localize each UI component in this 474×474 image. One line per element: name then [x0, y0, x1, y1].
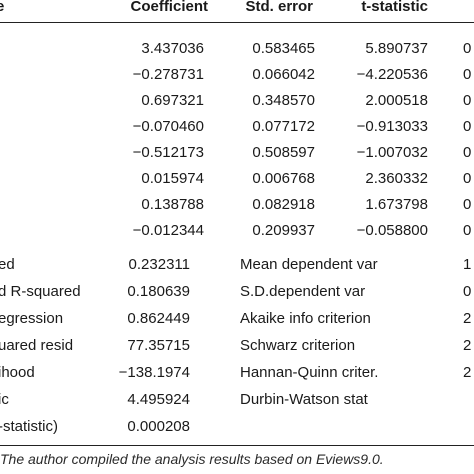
stats-row-6-value: 4.495924: [127, 391, 190, 408]
header-std-error: Std. error: [245, 0, 313, 15]
coef-row-5-std-error: 0.508597: [252, 144, 315, 161]
header-t-statistic: t-statistic: [361, 0, 428, 15]
stats-row-6-label: ic: [0, 391, 9, 408]
coef-row-2-prob: 0: [463, 66, 472, 83]
stats-row-3-stat-label: Akaike info criterion: [240, 310, 371, 327]
stats-row-2-stat-label: S.D.dependent var: [240, 283, 366, 300]
header-variable: e: [0, 0, 5, 15]
stats-row-7-value: 0.000208: [127, 418, 190, 435]
coef-row-1-coefficient: 3.437036: [141, 40, 204, 57]
stats-row-3-label: egression: [0, 310, 64, 327]
coef-row-8-std-error: 0.209937: [252, 222, 315, 239]
coef-row-4-prob: 0: [463, 118, 472, 135]
stats-row-4-label: uared resid: [0, 337, 74, 354]
stats-row-5-stat-value: 2: [463, 364, 472, 381]
stats-row-3-value: 0.862449: [127, 310, 190, 327]
coef-row-5-coefficient: −0.512173: [132, 144, 204, 161]
coef-row-6-t-statistic: 2.360332: [365, 170, 428, 187]
coef-row-4-std-error: 0.077172: [252, 118, 315, 135]
coef-row-2-coefficient: −0.278731: [132, 66, 204, 83]
stats-row-2-label: d R-squared: [0, 283, 81, 300]
stats-row-4-stat-value: 2: [463, 337, 472, 354]
coef-row-6-std-error: 0.006768: [252, 170, 315, 187]
stats-row-3-stat-value: 2: [463, 310, 472, 327]
coef-row-4-t-statistic: −0.913033: [356, 118, 428, 135]
header-coefficient: Coefficient: [130, 0, 208, 15]
stats-row-1-stat-label: Mean dependent var: [240, 256, 378, 273]
coef-row-8-coefficient: −0.012344: [132, 222, 204, 239]
bottom-rule: [0, 445, 474, 446]
stats-row-1-label: ed: [0, 256, 15, 273]
coef-row-1-t-statistic: 5.890737: [365, 40, 428, 57]
coef-row-2-std-error: 0.066042: [252, 66, 315, 83]
coef-row-7-coefficient: 0.138788: [141, 196, 204, 213]
stats-row-7-label: -statistic): [0, 418, 58, 435]
stats-row-2-stat-value: 0: [463, 283, 472, 300]
coef-row-3-std-error: 0.348570: [252, 92, 315, 109]
coef-row-3-t-statistic: 2.000518: [365, 92, 428, 109]
coef-row-7-t-statistic: 1.673798: [365, 196, 428, 213]
coef-row-8-t-statistic: −0.058800: [356, 222, 428, 239]
coef-row-2-t-statistic: −4.220536: [356, 66, 428, 83]
coef-row-5-prob: 0: [463, 144, 472, 161]
stats-row-4-stat-label: Schwarz criterion: [240, 337, 356, 354]
stats-row-4-value: 77.35715: [127, 337, 190, 354]
table-footnote: The author compiled the analysis results…: [0, 451, 384, 467]
coef-row-3-coefficient: 0.697321: [141, 92, 204, 109]
coef-row-5-t-statistic: −1.007032: [356, 144, 428, 161]
coef-row-1-prob: 0: [463, 40, 472, 57]
stats-row-5-label: ihood: [0, 364, 35, 381]
stats-row-2-value: 0.180639: [127, 283, 190, 300]
coef-row-7-prob: 0: [463, 196, 472, 213]
coef-row-3-prob: 0: [463, 92, 472, 109]
coef-row-1-std-error: 0.583465: [252, 40, 315, 57]
coef-row-7-std-error: 0.082918: [252, 196, 315, 213]
stats-row-6-stat-label: Durbin-Watson stat: [240, 391, 368, 408]
coef-row-4-coefficient: −0.070460: [132, 118, 204, 135]
coef-row-8-prob: 0: [463, 222, 472, 239]
coef-row-6-prob: 0: [463, 170, 472, 187]
top-rule: [0, 22, 474, 23]
coef-row-6-coefficient: 0.015974: [141, 170, 204, 187]
stats-row-1-stat-value: 1: [463, 256, 472, 273]
stats-row-5-stat-label: Hannan-Quinn criter.: [240, 364, 379, 381]
stats-row-1-value: 0.232311: [128, 256, 190, 273]
stats-row-5-value: −138.1974: [118, 364, 190, 381]
